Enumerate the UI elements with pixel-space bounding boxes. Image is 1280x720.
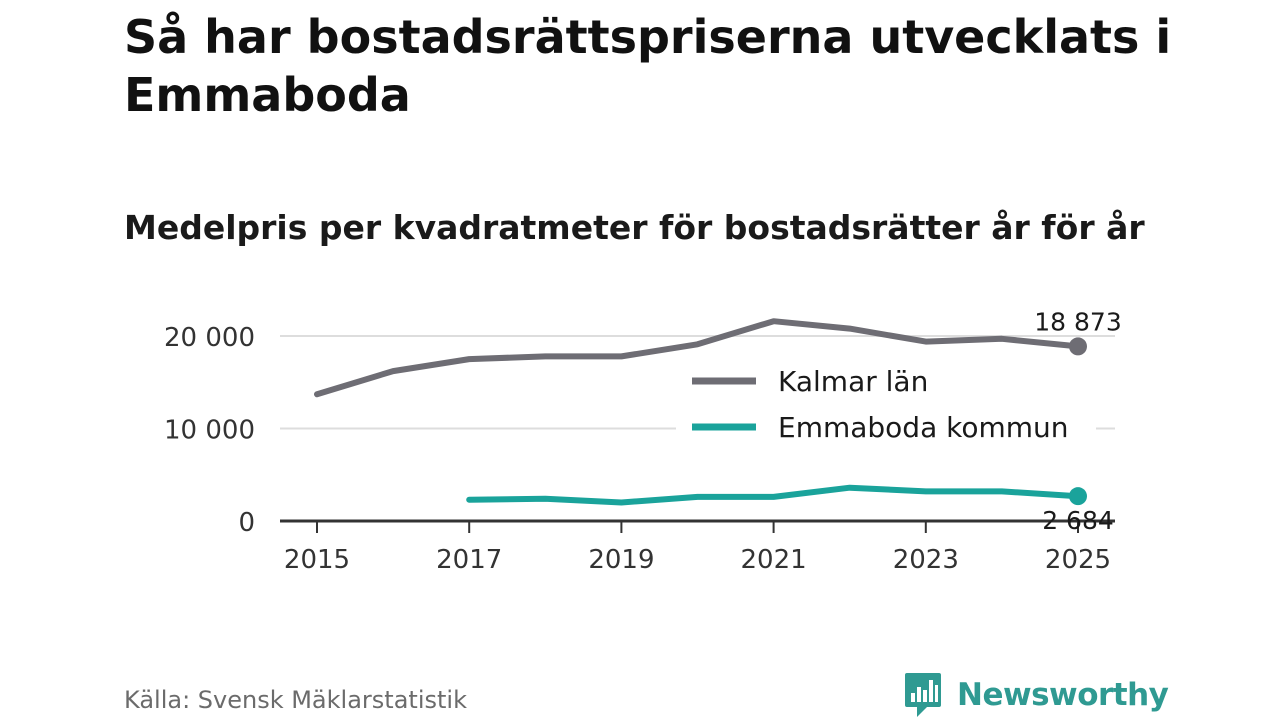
series-line-kalmar-l-n [314,318,1081,398]
series-end-point-emmaboda-kommun [1069,487,1087,506]
x-tick-label: 2017 [436,545,502,575]
x-tick-label: 2021 [741,545,807,575]
y-tick-label: 10 000 [164,416,255,446]
x-tick-label: 2025 [1045,545,1111,575]
chart-subtitle: Medelpris per kvadratmeter för bostadsrä… [124,208,1145,247]
newsworthy-logo-text: Newsworthy [957,677,1169,713]
legend-background [676,361,1096,457]
series-end-point-kalmar-l-n [1069,337,1087,356]
x-tick-label: 2015 [284,545,350,575]
legend-label: Emmaboda kommun [778,411,1069,444]
series-end-label-emmaboda-kommun: 2 684 [1042,506,1114,535]
y-tick-label: 20 000 [164,323,255,353]
y-tick-label: 0 [238,508,255,538]
source-note: Källa: Svensk Mäklarstatistik [124,686,467,714]
newsworthy-logo: Newsworthy [903,670,1169,720]
series-end-label-kalmar-l-n: 18 873 [1034,307,1121,336]
newsworthy-logo-icon [905,673,941,717]
x-tick-label: 2019 [588,545,654,575]
legend-label: Kalmar län [778,365,928,398]
series-line-emmaboda-kommun [466,484,1081,506]
x-tick-label: 2023 [893,545,959,575]
chart-title: Så har bostadsrättspriserna utvecklats i… [124,10,1172,122]
